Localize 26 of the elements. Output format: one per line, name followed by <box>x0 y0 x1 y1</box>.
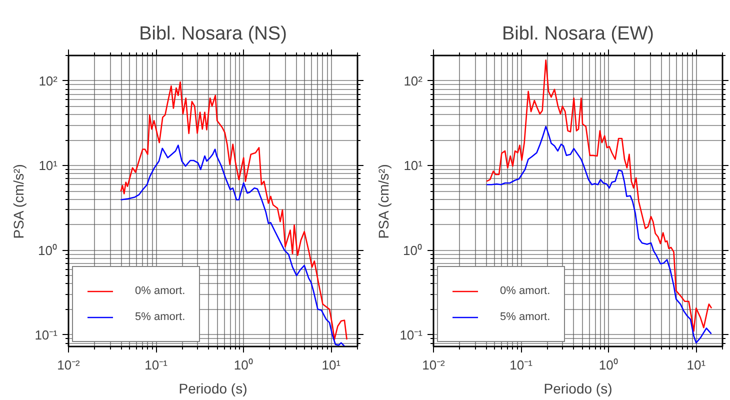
y-tick-label: 10⁰ <box>403 242 423 258</box>
y-axis-title: PSA (cm/s²) <box>10 164 27 239</box>
legend-label: 0% amort. <box>500 285 550 297</box>
y-tick-label: 10² <box>38 73 58 88</box>
y-tick-label: 10¹ <box>38 158 58 174</box>
x-axis-title: Periodo (s) <box>178 380 248 396</box>
y-axis-title: PSA (cm/s²) <box>376 164 392 239</box>
legend-label: 0% amort. <box>135 285 186 297</box>
y-tick-label: 10² <box>404 73 424 88</box>
x-tick-label: 10¹ <box>686 358 706 372</box>
x-tick-label: 10⁰ <box>598 358 618 372</box>
x-tick-label: 10⁻¹ <box>144 358 168 372</box>
x-tick-label: 10⁰ <box>234 358 254 372</box>
legend-label: 5% amort. <box>500 311 550 323</box>
x-tick-label: 10⁻² <box>57 358 81 372</box>
y-tick-label: 10⁰ <box>38 242 58 258</box>
x-tick-label: 10¹ <box>322 358 342 372</box>
x-tick-label: 10⁻¹ <box>510 358 534 372</box>
chart-title: Bibl. Nosara (EW) <box>502 24 654 44</box>
chart-title: Bibl. Nosara (NS) <box>139 24 287 44</box>
y-tick-label: 10⁻¹ <box>400 327 424 342</box>
x-tick-label: 10⁻² <box>422 358 446 372</box>
legend-label: 5% amort. <box>135 311 186 323</box>
x-axis-title: Periodo (s) <box>544 380 612 396</box>
y-tick-label: 10¹ <box>404 158 424 174</box>
y-tick-label: 10⁻¹ <box>34 327 58 342</box>
